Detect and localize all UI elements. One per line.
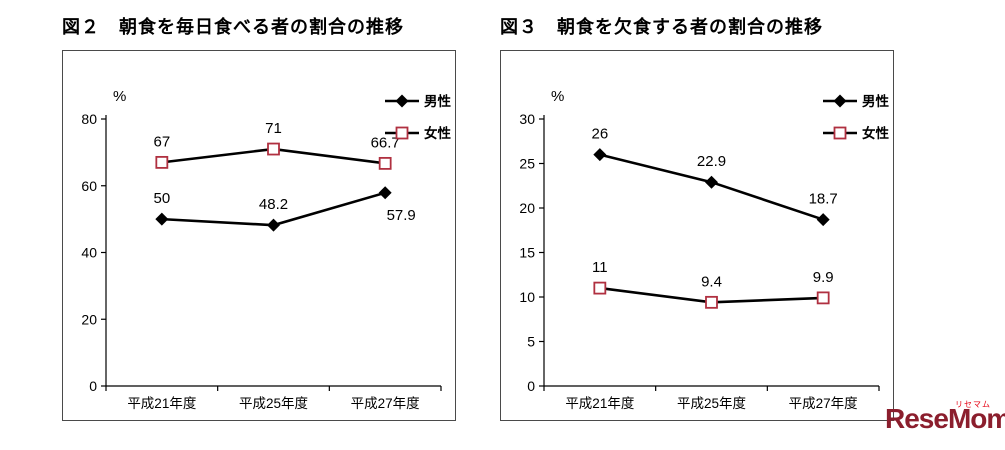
figure-2: 図２ 朝食を毎日食べる者の割合の推移 0 20 40 60 80 平成21年度 平成25年度… [62,14,456,421]
svg-text:67: 67 [153,133,170,150]
figure-2-chart-canvas: 0 20 40 60 80 平成21年度 平成25年度 平成27年度% 50 48.2 57.9 67… [81,88,451,411]
svg-text:平成21年度: 平成21年度 [127,396,196,411]
figure-3-chart-canvas: 0 5 10 15 20 25 30 平成21年度 平成25年度 平成27年度% 26 22.9 18.… [519,88,890,411]
resemom-logo-ruby-text: リセマム [955,400,991,409]
svg-text:9.9: 9.9 [813,269,834,286]
svg-text:48.2: 48.2 [259,196,288,213]
svg-text:女性: 女性 [862,125,890,141]
svg-text:平成25年度: 平成25年度 [239,396,308,411]
resemom-logo-text: ReseMom. [885,403,1005,434]
svg-text:26: 26 [591,126,608,143]
svg-text:平成27年度: 平成27年度 [789,396,858,411]
svg-text:50: 50 [153,190,170,207]
svg-text:男性: 男性 [424,93,451,109]
svg-text:18.7: 18.7 [809,191,838,208]
figure-2-chart-box: 0 20 40 60 80 平成21年度 平成25年度 平成27年度% 50 48.2 57.9 67… [62,50,456,421]
svg-text:0: 0 [527,378,535,394]
svg-text:平成27年度: 平成27年度 [351,396,420,411]
svg-text:80: 80 [81,111,97,127]
figure-2-title: 図２ 朝食を毎日食べる者の割合の推移 [62,17,404,37]
svg-text:5: 5 [527,334,535,350]
svg-text:71: 71 [265,120,282,137]
svg-text:0: 0 [89,378,97,394]
svg-text:女性: 女性 [424,125,451,141]
svg-text:20: 20 [81,311,97,327]
resemom-logo: リセマム ReseMom. [885,400,1005,437]
svg-text:60: 60 [81,178,97,194]
svg-text:9.4: 9.4 [701,273,722,290]
svg-text:10: 10 [519,289,535,305]
svg-text:平成25年度: 平成25年度 [677,396,746,411]
svg-text:30: 30 [519,111,535,127]
svg-text:11: 11 [592,259,608,276]
svg-text:25: 25 [519,156,535,172]
svg-text:66.7: 66.7 [371,134,400,151]
svg-text:%: % [551,88,564,105]
svg-text:40: 40 [81,245,97,261]
svg-text:22.9: 22.9 [697,153,726,170]
svg-text:%: % [113,88,126,105]
figure-3-chart-box: 0 5 10 15 20 25 30 平成21年度 平成25年度 平成27年度% 26 22.9 18.… [500,50,894,421]
figure-3: 図３ 朝食を欠食する者の割合の推移 0 5 10 15 20 25 30 平成21年度 平成25… [500,14,894,421]
figure-3-title: 図３ 朝食を欠食する者の割合の推移 [500,17,823,37]
svg-text:男性: 男性 [862,93,890,109]
svg-text:15: 15 [519,245,535,261]
svg-text:平成21年度: 平成21年度 [565,396,634,411]
svg-text:57.9: 57.9 [387,207,416,224]
svg-text:20: 20 [519,200,535,216]
